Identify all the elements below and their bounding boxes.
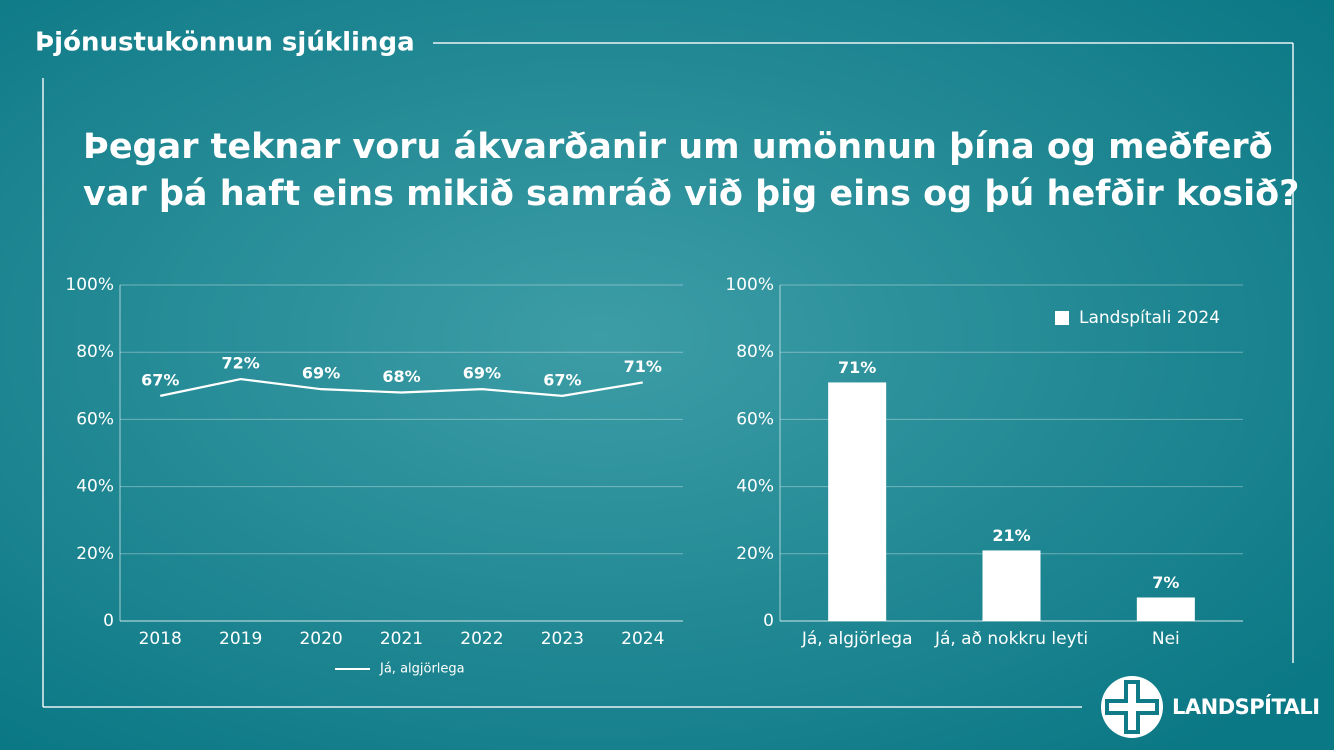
section-title: Þjónustukönnun sjúklinga [35, 28, 415, 58]
value-label: 72% [221, 354, 259, 373]
question: var þá haft eins mikið samráð við þig ei… [83, 174, 1299, 214]
x-tick-label: 2024 [621, 629, 664, 649]
y-tick-label: 20% [736, 544, 774, 564]
x-tick-label: 2023 [541, 629, 584, 649]
y-tick-label: 0 [763, 611, 774, 631]
bar [828, 382, 887, 621]
y-tick-label: 60% [736, 409, 774, 429]
x-tick-label: 2019 [219, 629, 262, 649]
question: Þegar teknar voru ákvarðanir um umönnun … [83, 127, 1273, 167]
x-tick-label: 2018 [139, 629, 182, 649]
value-label: 71% [624, 357, 662, 376]
value-label: 67% [141, 370, 179, 389]
x-tick-label: Já, að nokkru leyti [934, 629, 1088, 649]
x-tick-label: Já, algjörlega [801, 629, 913, 649]
y-tick-label: 40% [736, 477, 774, 497]
value-label: 68% [382, 367, 420, 386]
value-label: 21% [992, 526, 1030, 545]
y-tick-label: 100% [65, 275, 114, 295]
value-label: 7% [1152, 573, 1179, 592]
logo-cross [1109, 703, 1155, 711]
y-tick-label: 20% [76, 544, 114, 564]
x-tick-label: Nei [1152, 629, 1180, 649]
legend-swatch [1055, 311, 1069, 325]
legend-label: Landspítali 2024 [1079, 308, 1220, 328]
y-tick-label: 0 [103, 611, 114, 631]
x-tick-label: 2021 [380, 629, 423, 649]
y-tick-label: 40% [76, 477, 114, 497]
legend-label: Já, algjörlega [379, 662, 465, 677]
y-tick-label: 80% [76, 342, 114, 362]
line [159, 377, 643, 397]
value-label: 71% [838, 358, 876, 377]
x-tick-label: 2022 [460, 629, 503, 649]
y-tick-label: 100% [725, 275, 774, 295]
value-label: 67% [543, 370, 581, 389]
value-label: 69% [302, 364, 340, 383]
bar [1136, 597, 1195, 621]
value-label: 69% [463, 364, 501, 383]
bar [982, 550, 1041, 621]
y-tick-label: 60% [76, 409, 114, 429]
x-tick-label: 2020 [299, 629, 342, 649]
y-tick-label: 80% [736, 342, 774, 362]
logo-text: LANDSPÍTALI [1172, 694, 1320, 719]
logo [1101, 676, 1163, 738]
